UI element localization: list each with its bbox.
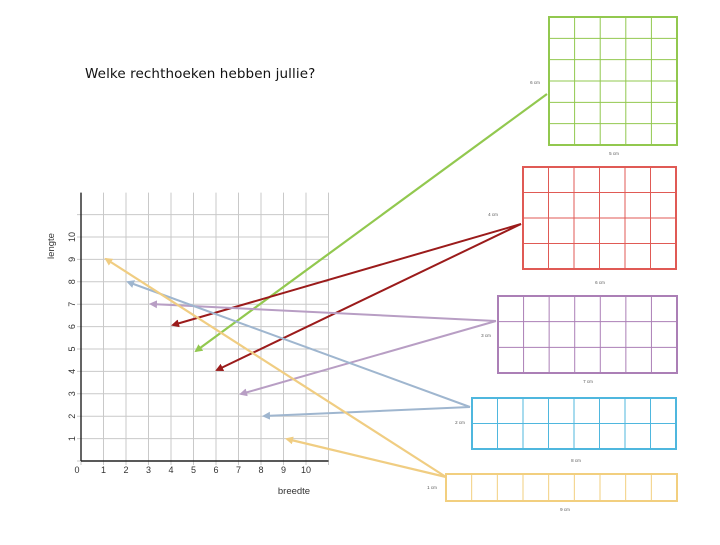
arrow-blue-2x8 <box>126 280 471 408</box>
y-axis-label: lengte <box>46 233 57 259</box>
arrow-blue-8x2 <box>262 406 471 420</box>
y-tick-label: 1 <box>67 436 77 441</box>
rect-outline <box>548 16 678 146</box>
y-tick-label: 3 <box>67 391 77 396</box>
y-tick-label: 9 <box>67 257 77 262</box>
green-bottom-label: 5 cm <box>609 151 619 156</box>
rectangle-purple <box>497 295 678 374</box>
x-tick-label: 9 <box>281 465 286 475</box>
x-tick-label: 8 <box>258 465 263 475</box>
rect-outline <box>445 473 678 502</box>
rectangle-red <box>522 166 677 270</box>
arrow-red-6x4 <box>215 223 522 372</box>
x-tick-label: 2 <box>123 465 128 475</box>
arrows <box>104 93 548 479</box>
slide-title: Welke rechthoeken hebben jullie? <box>85 66 316 82</box>
x-tick-label: 5 <box>191 465 196 475</box>
graph-axes <box>80 192 329 462</box>
arrow-purple-3x7 <box>149 300 497 322</box>
rectangle-green <box>548 16 678 146</box>
x-tick-labels: 0 1 2 3 4 5 6 7 8 9 10 <box>74 465 311 475</box>
x-tick-label: 1 <box>101 465 106 475</box>
x-tick-label: 10 <box>301 465 311 475</box>
red-bottom-label: 6 cm <box>595 280 605 285</box>
y-tick-label: 5 <box>67 346 77 351</box>
x-axis-label: breedte <box>278 486 310 497</box>
arrow-purple-7x3 <box>239 320 497 397</box>
blue-bottom-label: 8 cm <box>571 458 581 463</box>
yellow-side-label: 1 cm <box>427 485 437 490</box>
rectangle-blue <box>471 397 677 450</box>
blue-side-label: 2 cm <box>455 420 465 425</box>
rect-outline <box>497 295 678 374</box>
x-tick-label: 4 <box>168 465 173 475</box>
y-tick-label: 2 <box>67 414 77 419</box>
coordinate-graph: 0 1 2 3 4 5 6 7 8 9 10 1 2 3 4 5 6 7 8 9 10 breedte lengte <box>46 192 329 497</box>
y-tick-label: 10 <box>67 232 77 242</box>
y-tick-label: 8 <box>67 279 77 284</box>
purple-bottom-label: 7 cm <box>583 379 593 384</box>
graph-grid <box>77 192 329 465</box>
y-tick-label: 7 <box>67 302 77 307</box>
rect-outline <box>522 166 677 270</box>
red-side-label: 4 cm <box>488 212 498 217</box>
y-tick-label: 4 <box>67 369 77 374</box>
y-tick-label: 6 <box>67 324 77 329</box>
arrow-green-5x5 <box>194 93 548 353</box>
x-tick-label: 7 <box>236 465 241 475</box>
arrow-yellow-9x1 <box>285 436 447 479</box>
arrow-yellow-1x9 <box>104 257 447 478</box>
x-tick-label: 0 <box>74 465 79 475</box>
yellow-bottom-label: 9 cm <box>560 507 570 512</box>
rectangle-yellow <box>445 473 678 502</box>
rect-outline <box>471 397 677 450</box>
x-tick-label: 6 <box>213 465 218 475</box>
green-side-label: 6 cm <box>530 80 540 85</box>
y-tick-labels: 1 2 3 4 5 6 7 8 9 10 <box>67 232 77 441</box>
purple-side-label: 3 cm <box>481 333 491 338</box>
x-tick-label: 3 <box>146 465 151 475</box>
